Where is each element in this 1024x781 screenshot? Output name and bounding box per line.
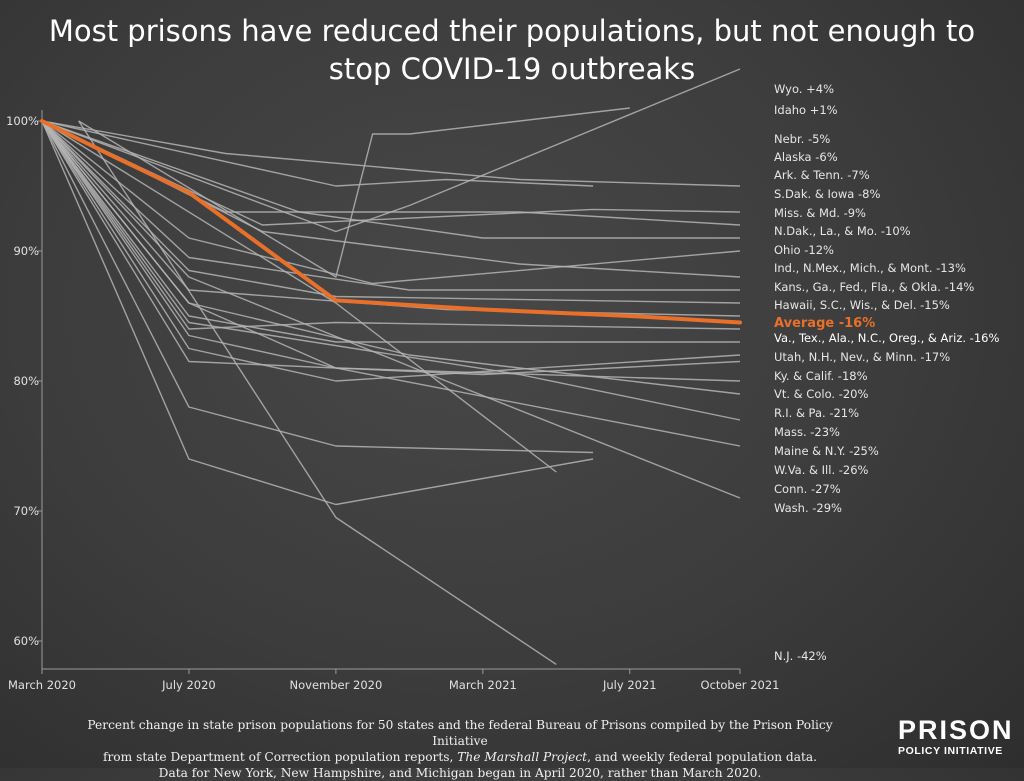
series-label: Ark. & Tenn. -7%: [774, 168, 870, 182]
prison-policy-initiative-logo: PRISON POLICY INITIATIVE: [898, 716, 1016, 758]
series-label: W.Va. & Ill. -26%: [774, 463, 869, 477]
series-label: Wyo. +4%: [774, 82, 834, 96]
state-series-line: [41, 120, 741, 447]
x-tick-label: March 2020: [8, 678, 76, 692]
state-series-line: [78, 120, 557, 665]
state-series-line: [41, 120, 741, 499]
chart-title: Most prisons have reduced their populati…: [48, 14, 976, 86]
state-series-line: [41, 120, 557, 473]
footnote-line-2: from state Department of Correction popu…: [80, 749, 840, 765]
state-series-line: [78, 107, 630, 278]
series-label: Hawaii, S.C., Wis., & Del. -15%: [774, 298, 950, 312]
series-label: Kans., Ga., Fed., Fla., & Okla. -14%: [774, 280, 974, 294]
axes-group: 100% 90% 80% 70% 60% March 2020 July 2020 Novem…: [6, 110, 779, 692]
series-label: Idaho +1%: [774, 103, 838, 117]
average-label: Average -16%: [774, 316, 875, 331]
state-series-line: [41, 120, 741, 330]
series-label: Maine & N.Y. -25%: [774, 444, 879, 458]
series-label: N.Dak., La., & Mo. -10%: [774, 224, 911, 238]
footnote-line-3: Data for New York, New Hampshire, and Mi…: [158, 766, 762, 780]
series-label: Mass. -23%: [774, 425, 840, 439]
series-label: Vt. & Colo. -20%: [774, 387, 868, 401]
series-label: Alaska -6%: [774, 150, 838, 164]
y-tick-label: 80%: [13, 374, 39, 388]
series-label: Miss. & Md. -9%: [774, 206, 866, 220]
x-tick-label: March 2021: [449, 678, 517, 692]
y-tick-label: 60%: [13, 634, 39, 648]
y-tick-label: 100%: [6, 114, 39, 128]
series-label: S.Dak. & Iowa -8%: [774, 187, 880, 201]
footnote-source-title: The Marshall Project: [457, 750, 588, 764]
state-series-line: [41, 120, 740, 239]
x-tick-label: July 2021: [602, 678, 657, 692]
y-tick-label: 90%: [13, 244, 39, 258]
state-series-line: [41, 120, 741, 376]
footnote-line-1: Percent change in state prison populatio…: [87, 718, 833, 748]
footnote-line-2-end: , and weekly federal population data.: [587, 750, 818, 764]
state-series-line: [41, 120, 594, 454]
state-series-line: [41, 120, 741, 421]
series-label: R.I. & Pa. -21%: [774, 406, 859, 420]
series-label: Nebr. -5%: [774, 132, 830, 146]
state-series-line: [41, 120, 741, 382]
logo-main-text: PRISON: [898, 715, 1014, 745]
x-tick-label: July 2020: [161, 678, 216, 692]
state-series-line: [41, 120, 594, 187]
series-label: Conn. -27%: [774, 482, 841, 496]
series-label: Utah, N.H., Nev., & Minn. -17%: [774, 350, 950, 364]
x-tick-label: November 2020: [290, 678, 383, 692]
chart-footnote: Percent change in state prison populatio…: [80, 717, 840, 781]
state-series-line: [41, 120, 741, 187]
series-label: Va., Tex., Ala., N.C., Oreg., & Ariz. -1…: [774, 331, 999, 345]
state-lines-group: [41, 68, 741, 665]
series-label: N.J. -42%: [774, 649, 827, 663]
x-tick-label: October 2021: [701, 678, 780, 692]
series-label: Wash. -29%: [774, 501, 842, 515]
series-labels-group: Wyo. +4% Idaho +1% Nebr. -5% Alaska -6% Ark.…: [774, 82, 999, 663]
logo-sub-text: POLICY INITIATIVE: [898, 745, 1003, 757]
series-label: Ind., N.Mex., Mich., & Mont. -13%: [774, 261, 966, 275]
footnote-line-2-start: from state Department of Correction popu…: [102, 750, 458, 764]
average-line-group: [40, 119, 742, 325]
state-series-line: [41, 120, 594, 506]
series-label: Ohio -12%: [774, 243, 834, 257]
state-series-line: [41, 120, 741, 304]
series-label: Ky. & Calif. -18%: [774, 369, 868, 383]
y-tick-label: 70%: [13, 504, 39, 518]
line-chart: 100% 90% 80% 70% 60% March 2020 July 2020 Novem…: [6, 68, 999, 692]
state-series-line: [41, 120, 740, 343]
average-series-line: [40, 119, 742, 325]
state-series-line: [41, 68, 741, 233]
